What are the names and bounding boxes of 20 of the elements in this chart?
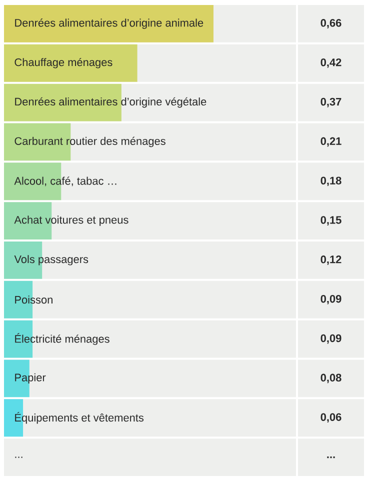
y-tick-label: Denrées alimentaires d’origine animale bbox=[15, 18, 204, 29]
data-label: 0,21 bbox=[320, 137, 342, 147]
y-tick-label: Chauffage ménages bbox=[14, 58, 112, 68]
data-label: 0,08 bbox=[320, 374, 342, 384]
data-label: 0,66 bbox=[320, 19, 342, 28]
y-tick-label: Achat voitures et pneus bbox=[14, 216, 128, 226]
data-label: 0,37 bbox=[320, 98, 342, 108]
data-label: 0,15 bbox=[320, 216, 342, 226]
y-tick-label: Carburant routier des ménages bbox=[14, 136, 166, 148]
text: ... bbox=[327, 456, 335, 458]
y-tick-label: Alcool, café, tabac … bbox=[14, 176, 116, 186]
data-label: 0,12 bbox=[320, 256, 342, 265]
data-label: 0,18 bbox=[320, 176, 342, 186]
data-label: 0,09 bbox=[320, 294, 342, 304]
y-tick-label: ... bbox=[15, 456, 22, 458]
data-label: 0,06 bbox=[320, 413, 342, 423]
data-label: 0,42 bbox=[320, 58, 342, 68]
y-tick-label: Denrées alimentaires d’origine végétale bbox=[15, 97, 206, 108]
y-tick-label: Vols passagers bbox=[14, 255, 88, 266]
data-label: 0,09 bbox=[320, 334, 342, 344]
